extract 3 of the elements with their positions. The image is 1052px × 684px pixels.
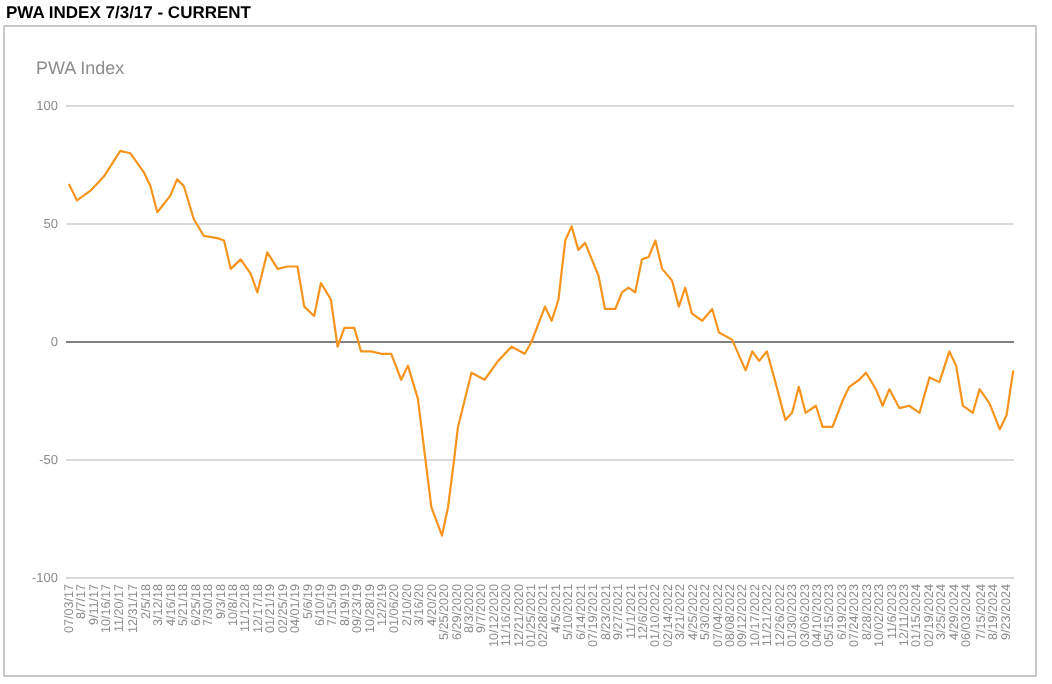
chart-title: PWA INDEX 7/3/17 - CURRENT [6, 2, 253, 22]
line-series [67, 149, 1015, 537]
chart-subtitle: PWA Index [36, 58, 126, 78]
